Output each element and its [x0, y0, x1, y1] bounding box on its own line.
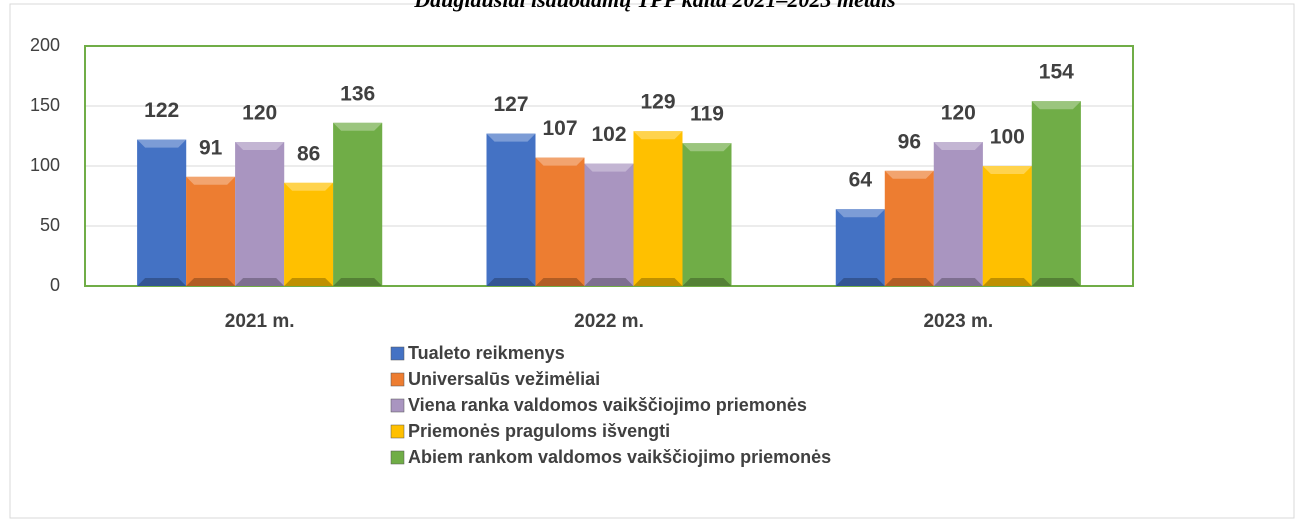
legend-swatch — [390, 372, 405, 387]
y-tick-label: 200 — [30, 35, 60, 55]
bar-bevel — [1031, 101, 1081, 110]
bar-shade — [584, 163, 634, 286]
bar-bevel — [186, 176, 236, 185]
legend-label: Priemonės praguloms išvengti — [408, 421, 670, 441]
bar-shade — [884, 170, 934, 286]
data-label: 96 — [898, 130, 921, 153]
bar-bevel — [884, 278, 934, 286]
data-label: 91 — [199, 136, 223, 159]
bar-shade — [235, 142, 285, 286]
bar-bevel — [284, 278, 334, 286]
bar-bevel — [235, 278, 285, 286]
bar-bevel — [933, 278, 983, 286]
chart-border — [9, 3, 1295, 519]
legend-label: Abiem rankom valdomos vaikščiojimo priem… — [408, 447, 831, 467]
bar-shade — [835, 209, 885, 286]
y-tick-label: 50 — [40, 215, 60, 235]
x-tick-label: 2023 m. — [923, 311, 993, 332]
y-tick-label: 0 — [50, 275, 60, 295]
bar-bevel — [633, 131, 683, 140]
bar-shade — [982, 166, 1032, 286]
bar-bevel — [884, 170, 934, 179]
bar-shade — [1031, 101, 1081, 286]
legend-swatch — [390, 424, 405, 439]
data-label: 100 — [990, 126, 1025, 149]
data-label: 107 — [542, 117, 577, 140]
chart-title: Daugiausiai išduodamų TPP kaita 2021–202… — [413, 0, 895, 12]
bar-bevel — [137, 139, 187, 148]
bar-shade — [186, 176, 236, 286]
data-label: 64 — [849, 169, 873, 192]
bar-bevel — [982, 166, 1032, 174]
bar-shade — [137, 139, 187, 286]
data-label: 122 — [144, 99, 179, 122]
bar-bevel — [486, 133, 536, 142]
bar-bevel — [835, 209, 885, 218]
bar-shade — [682, 143, 732, 286]
legend-label: Tualeto reikmenys — [408, 343, 565, 363]
data-label: 127 — [493, 93, 528, 116]
legend-label: Viena ranka valdomos vaikščiojimo priemo… — [408, 395, 807, 415]
bar-shade — [535, 157, 585, 286]
bar-bevel — [137, 278, 187, 286]
data-label: 86 — [297, 142, 320, 165]
legend-swatch — [390, 398, 405, 413]
bar-bevel — [535, 278, 585, 286]
data-label: 119 — [690, 103, 724, 126]
data-label: 136 — [340, 82, 375, 105]
bar-shade — [933, 142, 983, 286]
bar-shade — [486, 133, 536, 286]
y-tick-label: 150 — [30, 95, 60, 115]
bar-bevel — [333, 122, 383, 131]
bar-bevel — [682, 278, 732, 286]
y-tick-label: 100 — [30, 155, 60, 175]
data-label: 129 — [640, 91, 675, 114]
bar-bevel — [584, 163, 634, 172]
data-label: 102 — [591, 123, 626, 146]
bar-shade — [633, 131, 683, 286]
bar-bevel — [1031, 278, 1081, 286]
bar-bevel — [486, 278, 536, 286]
bar-bevel — [682, 143, 732, 152]
bar-bevel — [835, 278, 885, 286]
data-label: 120 — [941, 102, 976, 125]
x-tick-label: 2022 m. — [574, 311, 644, 332]
bar-shade — [284, 182, 334, 286]
x-tick-label: 2021 m. — [225, 311, 295, 332]
legend-swatch — [390, 450, 405, 465]
legend-label: Universalūs vežimėliai — [408, 369, 600, 389]
bar-bevel — [982, 278, 1032, 286]
data-label: 120 — [242, 102, 277, 125]
bar-bevel — [235, 142, 285, 150]
bar-bevel — [535, 157, 585, 166]
legend-swatch — [390, 346, 405, 361]
bar-bevel — [333, 278, 383, 286]
bar-shade — [333, 122, 383, 286]
bar-bevel — [584, 278, 634, 286]
data-label: 154 — [1039, 61, 1074, 84]
bar-bevel — [933, 142, 983, 150]
bar-bevel — [186, 278, 236, 286]
bar-bevel — [284, 182, 334, 191]
bar-bevel — [633, 278, 683, 286]
